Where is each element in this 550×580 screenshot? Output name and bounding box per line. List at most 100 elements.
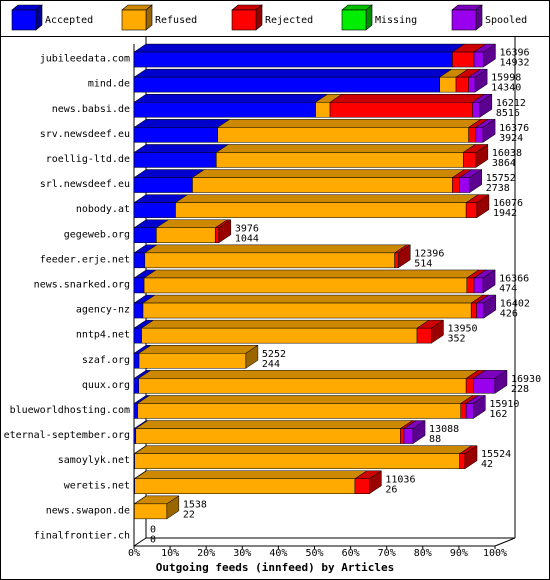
y-tick-label: agency-nz: [76, 305, 130, 316]
bar: [133, 227, 157, 243]
bar-top: [136, 395, 474, 404]
bar: [475, 127, 484, 143]
bar-side: [469, 169, 482, 194]
bar: [217, 127, 469, 143]
bar-side: [166, 495, 180, 520]
bar: [452, 177, 460, 193]
value-label-accepted: 3924: [499, 133, 523, 144]
y-tick-label: samoylyk.net: [58, 455, 130, 466]
bar-top: [137, 370, 479, 379]
value-label-total: 3976: [235, 223, 259, 234]
x-tick-label: 90%: [450, 548, 468, 559]
value-label-accepted: 474: [499, 283, 517, 294]
bar: [403, 428, 414, 444]
bar: [133, 76, 441, 93]
legend-swatch: [341, 9, 367, 31]
bar: [133, 102, 316, 118]
x-tick-label: 0%: [128, 548, 140, 559]
bar: [133, 177, 193, 193]
bar: [452, 51, 475, 68]
value-label-total: 16366: [499, 273, 529, 284]
bar: [133, 428, 137, 444]
bar: [329, 102, 473, 118]
bar-top: [138, 345, 259, 354]
bar: [466, 277, 475, 294]
bar: [134, 453, 460, 469]
x-tick-label: 80%: [414, 548, 432, 559]
value-label-total: 13088: [429, 424, 459, 435]
bar: [465, 202, 478, 218]
value-label-total: 0: [150, 524, 156, 535]
legend-label: Refused: [155, 15, 197, 26]
value-label-total: 15998: [491, 73, 521, 84]
y-tick-label: finalfrontier.ch: [34, 530, 130, 541]
bar-top: [133, 68, 453, 78]
bar: [459, 453, 466, 469]
bar: [133, 127, 219, 143]
value-label-accepted: 22: [183, 509, 195, 520]
value-label-accepted: 2738: [486, 183, 510, 194]
bar-side: [464, 445, 478, 470]
bar: [416, 327, 432, 344]
x-tick-label: 30%: [233, 548, 251, 559]
value-label-total: 15910: [489, 399, 519, 410]
bar-top: [133, 43, 466, 53]
bar-top: [174, 194, 479, 203]
value-label-total: 16212: [496, 98, 526, 109]
bar: [354, 478, 370, 494]
value-label-accepted: 26: [385, 484, 397, 495]
bar-top: [133, 94, 329, 103]
bar: [468, 127, 477, 143]
value-label-total: 16038: [492, 148, 522, 159]
bar: [465, 378, 474, 394]
bar-side: [474, 68, 488, 93]
bar-top: [140, 319, 430, 329]
value-label-total: 15524: [481, 449, 511, 460]
axis-floor-left: [133, 537, 147, 547]
value-label-accepted: 352: [447, 334, 465, 345]
bar-side: [412, 420, 426, 445]
bar: [133, 277, 145, 294]
bar: [134, 503, 168, 520]
value-label-total: 16396: [499, 48, 529, 59]
bar: [462, 152, 477, 168]
y-tick-label: weretis.net: [64, 480, 130, 491]
value-label-total: 12396: [414, 248, 444, 259]
value-label-total: 13950: [447, 324, 477, 335]
y-tick-label: roellig-ltd.de: [46, 154, 130, 165]
x-tick-label: 100%: [483, 548, 507, 559]
bar-side: [483, 43, 496, 68]
bar: [137, 403, 461, 419]
value-label-accepted: 426: [500, 309, 518, 320]
x-tick-label: 70%: [378, 548, 396, 559]
y-tick-label: mind.de: [88, 79, 130, 90]
bar-top: [329, 94, 486, 103]
y-tick-label: nntp4.net: [76, 330, 130, 341]
y-tick-label: blueworldhosting.com: [10, 405, 130, 416]
legend-label: Spooled: [485, 15, 527, 26]
value-label-total: 15752: [486, 173, 516, 184]
y-tick-label: srl.newsdeef.eu: [40, 179, 130, 190]
y-tick-label: news.swapon.de: [46, 505, 130, 516]
bar: [135, 428, 401, 444]
bar-side: [479, 93, 493, 118]
x-tick-label: 40%: [269, 548, 287, 559]
value-label-accepted: 14932: [499, 58, 529, 69]
bar: [175, 202, 467, 218]
bar-top: [143, 269, 480, 279]
bar: [133, 51, 453, 68]
bar: [476, 302, 485, 319]
bar: [473, 51, 484, 68]
value-label-total: 16402: [500, 299, 530, 310]
bar: [214, 227, 220, 243]
value-label-accepted: 1942: [493, 208, 517, 219]
value-label-accepted: 0: [150, 534, 156, 545]
bar-side: [369, 470, 382, 495]
value-label-total: 16376: [499, 123, 529, 134]
bar: [460, 403, 467, 419]
bar-top: [144, 244, 408, 254]
value-label-accepted: 514: [414, 258, 432, 269]
bar-top: [216, 119, 482, 128]
y-tick-label: quux.org: [82, 380, 130, 391]
y-tick-label: srv.newsdeef.eu: [40, 129, 130, 140]
